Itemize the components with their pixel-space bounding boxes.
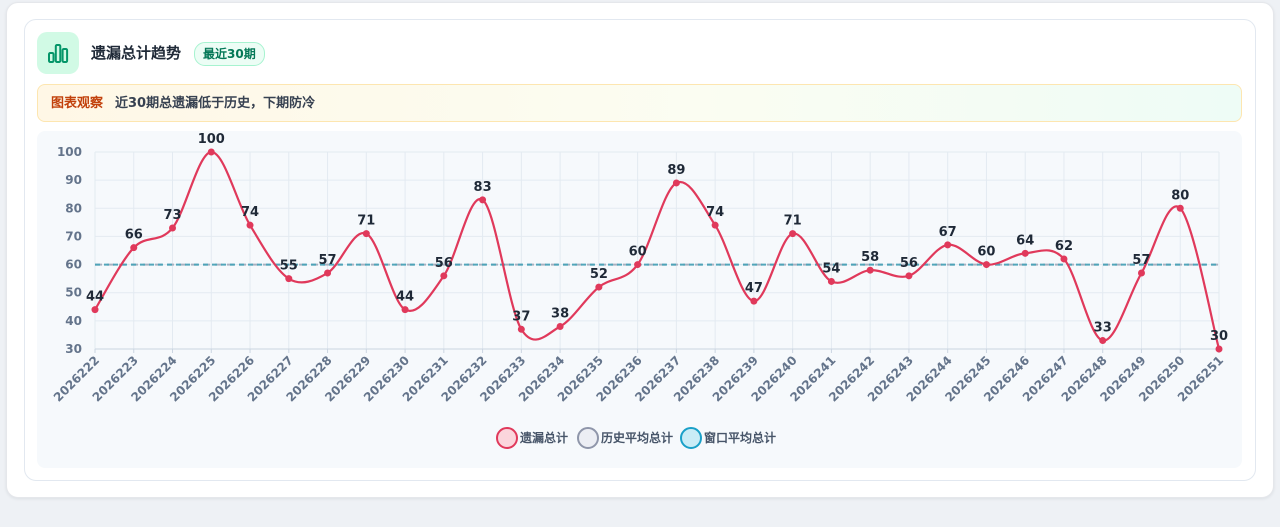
data-label: 47 — [745, 281, 763, 296]
data-label: 74 — [241, 205, 259, 220]
data-point[interactable] — [1176, 204, 1184, 212]
y-tick-label: 70 — [65, 229, 82, 243]
bar-chart-icon — [37, 32, 79, 74]
data-point[interactable] — [169, 224, 177, 232]
data-label: 56 — [900, 256, 918, 271]
data-label: 62 — [1055, 239, 1073, 254]
data-point[interactable] — [1099, 337, 1107, 345]
data-label: 71 — [357, 214, 375, 229]
data-label: 66 — [125, 228, 143, 243]
data-label: 100 — [198, 132, 225, 147]
y-tick-label: 100 — [57, 145, 82, 159]
data-label: 30 — [1210, 329, 1228, 344]
data-label: 89 — [667, 163, 685, 178]
data-point[interactable] — [130, 244, 138, 252]
y-tick-label: 90 — [65, 173, 82, 187]
y-tick-label: 80 — [65, 201, 82, 215]
data-point[interactable] — [285, 275, 293, 283]
legend-label[interactable]: 窗口平均总计 — [704, 430, 776, 445]
data-point[interactable] — [866, 266, 874, 274]
legend-marker[interactable] — [577, 427, 599, 449]
data-label: 58 — [861, 250, 879, 265]
data-label: 44 — [86, 290, 104, 305]
data-point[interactable] — [1021, 249, 1029, 257]
data-label: 67 — [939, 225, 957, 240]
data-label: 64 — [1016, 233, 1034, 248]
data-label: 83 — [474, 180, 492, 195]
data-label: 71 — [784, 214, 802, 229]
data-point[interactable] — [827, 277, 835, 285]
data-label: 74 — [706, 205, 724, 220]
data-point[interactable] — [362, 230, 370, 238]
data-point[interactable] — [711, 221, 719, 229]
data-point[interactable] — [479, 196, 487, 204]
data-label: 56 — [435, 256, 453, 271]
data-point[interactable] — [207, 148, 215, 156]
data-label: 37 — [512, 309, 530, 324]
observation-banner: 图表观察 近30期总遗漏低于历史，下期防冷 — [37, 84, 1242, 122]
data-label: 60 — [629, 245, 647, 260]
data-point[interactable] — [634, 261, 642, 269]
data-point[interactable] — [1137, 269, 1145, 277]
data-label: 57 — [1132, 253, 1150, 268]
data-point[interactable] — [789, 230, 797, 238]
data-label: 38 — [551, 306, 569, 321]
data-label: 60 — [977, 245, 995, 260]
data-label: 33 — [1094, 321, 1112, 336]
data-point[interactable] — [1215, 345, 1223, 353]
data-point[interactable] — [324, 269, 332, 277]
data-point[interactable] — [401, 306, 409, 314]
legend-label[interactable]: 历史平均总计 — [601, 430, 673, 445]
data-point[interactable] — [517, 325, 525, 333]
data-point[interactable] — [246, 221, 254, 229]
data-point[interactable] — [982, 261, 990, 269]
y-tick-label: 30 — [65, 342, 82, 356]
line-chart: 3040506070809010020262222026223202622420… — [51, 132, 1228, 449]
data-point[interactable] — [1060, 255, 1068, 263]
data-label: 80 — [1171, 188, 1189, 203]
observation-label: 图表观察 — [51, 96, 104, 111]
y-tick-label: 40 — [65, 314, 82, 328]
data-point[interactable] — [440, 272, 448, 280]
data-point[interactable] — [556, 322, 564, 330]
legend-label[interactable]: 遗漏总计 — [519, 430, 568, 445]
data-label: 73 — [163, 208, 181, 223]
data-label: 52 — [590, 267, 608, 282]
data-point[interactable] — [905, 272, 913, 280]
data-point[interactable] — [944, 241, 952, 249]
data-label: 55 — [280, 259, 298, 274]
card-title: 遗漏总计趋势 — [91, 44, 182, 62]
legend-marker[interactable] — [496, 427, 518, 449]
data-point[interactable] — [672, 179, 680, 187]
period-badge[interactable]: 最近30期 — [194, 42, 265, 66]
y-tick-label: 50 — [65, 286, 82, 300]
series-line-遗漏总计 — [94, 150, 1221, 350]
data-point[interactable] — [595, 283, 603, 291]
data-label: 54 — [822, 261, 840, 276]
legend-marker[interactable] — [680, 427, 702, 449]
observation-text: 近30期总遗漏低于历史，下期防冷 — [115, 96, 316, 111]
data-label: 57 — [319, 253, 337, 268]
data-label: 44 — [396, 290, 414, 305]
chart-panel: 30 40 50 60 70 80 90 100 2026222 2026223 2026224 20… — [37, 131, 1242, 468]
data-point[interactable] — [91, 306, 99, 314]
data-point[interactable] — [750, 297, 758, 305]
y-tick-label: 60 — [65, 258, 82, 272]
